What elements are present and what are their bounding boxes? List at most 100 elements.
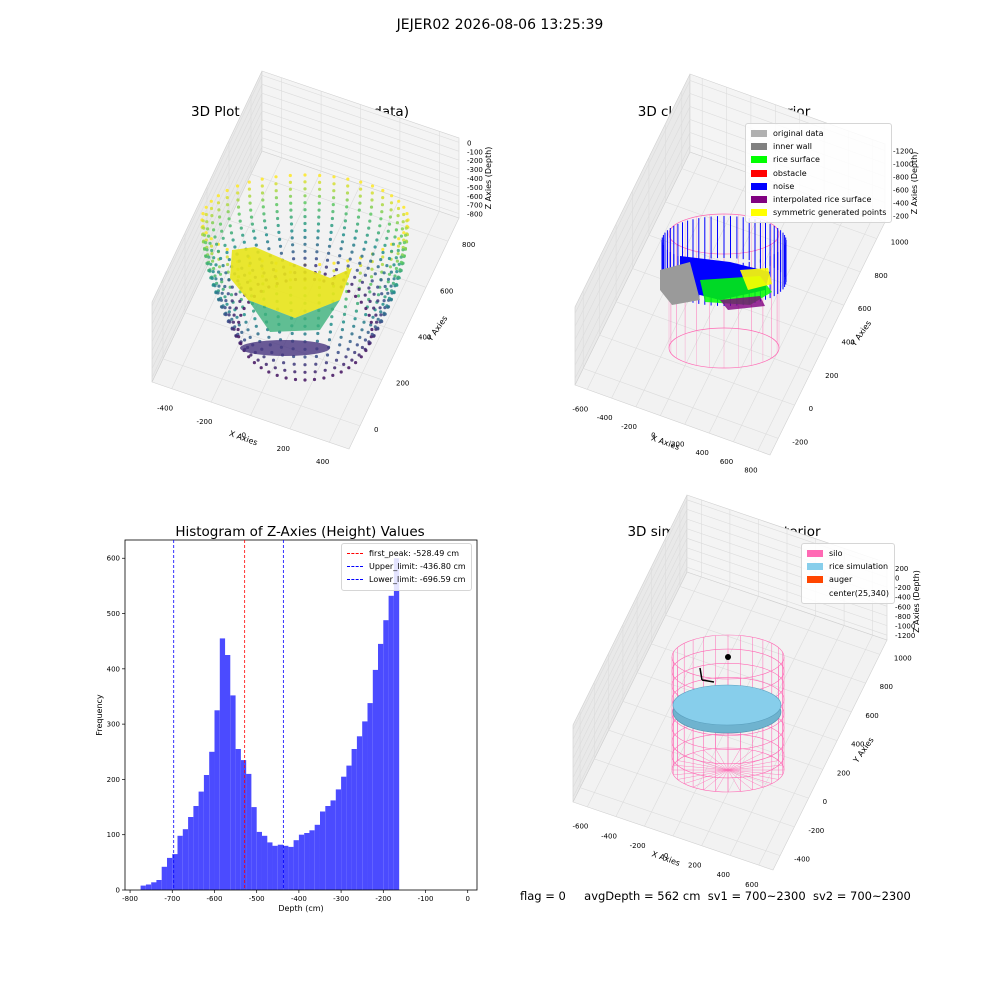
raw-point (227, 278, 231, 282)
raw-point (343, 219, 347, 223)
raw-point (318, 180, 322, 184)
histogram-bar (283, 845, 289, 890)
y-tick-label: 800 (874, 272, 887, 280)
x-tick-label: 0 (242, 431, 246, 439)
y-tick-label: 400 (418, 334, 431, 342)
silo-floor-spoke (727, 760, 779, 771)
raw-point (370, 332, 374, 336)
raw-point (303, 256, 307, 260)
raw-point (237, 335, 241, 339)
raw-point (379, 319, 383, 323)
raw-point (397, 262, 401, 266)
histogram-bar (140, 885, 146, 890)
raw-point (354, 361, 358, 365)
raw-point (225, 247, 229, 252)
histogram-bar (309, 830, 315, 890)
raw-point (387, 222, 392, 226)
raw-point (328, 237, 332, 241)
x-tick-label: -100 (418, 895, 434, 903)
histogram-bar (182, 829, 189, 890)
y-tick-label: 800 (880, 683, 893, 691)
raw-point (356, 222, 360, 226)
histogram-bar (214, 710, 220, 890)
raw-point (332, 189, 336, 193)
raw-point (238, 299, 242, 303)
raw-point (211, 259, 215, 263)
raw-point (338, 254, 342, 258)
raw-point (275, 203, 279, 207)
raw-point (314, 264, 318, 268)
raw-point (277, 230, 281, 234)
raw-point (217, 298, 221, 302)
y-tick-label: 300 (107, 721, 120, 729)
raw-point (339, 335, 343, 339)
raw-point (227, 313, 231, 317)
y-gridline (651, 566, 852, 713)
raw-point (369, 320, 373, 324)
raw-point (369, 205, 374, 209)
raw-point (237, 320, 241, 324)
raw-point (367, 313, 371, 317)
raw-point (282, 361, 286, 365)
raw-point (260, 191, 265, 195)
raw-point (362, 320, 366, 324)
raw-point (226, 262, 230, 267)
raw-point (203, 247, 207, 251)
raw-point (386, 291, 390, 295)
raw-point (303, 242, 307, 246)
y-tick-label: 600 (858, 305, 871, 313)
raw-point (289, 208, 293, 212)
raw-point (400, 227, 404, 231)
silo-floor-spoke (727, 756, 772, 771)
raw-point (276, 216, 280, 221)
silo-floor-spoke (727, 769, 783, 776)
raw-point (249, 215, 254, 219)
legend-entry-upper-limit: Upper_limit: -436.80 cm (347, 560, 466, 573)
raw-point (226, 203, 230, 207)
raw-point (214, 263, 218, 267)
raw-point (252, 361, 256, 365)
simulation-legend: silo rice simulation auger center(25,340… (801, 543, 895, 604)
raw-point (275, 210, 279, 214)
x-tick-label: -800 (122, 895, 138, 903)
x-tick-label: 400 (316, 458, 329, 466)
raw-point (225, 250, 229, 255)
raw-point (390, 289, 394, 293)
x-gridline (329, 131, 440, 443)
raw-point (366, 330, 370, 334)
x-gridline (171, 77, 283, 389)
x-tick-label: -400 (597, 414, 613, 422)
histogram-bar (277, 844, 284, 890)
raw-point (368, 299, 372, 303)
histogram-bar (172, 854, 178, 890)
histogram-bar (235, 749, 241, 890)
raw-point (303, 201, 307, 205)
raw-point (354, 294, 358, 298)
raw-point (316, 236, 320, 240)
z-tick-label: -400 (895, 594, 911, 602)
raw-point (261, 205, 265, 209)
raw-point (225, 188, 229, 193)
avg-depth-text: avgDepth = 562 cm (584, 889, 701, 903)
raw-point (240, 330, 244, 334)
raw-point (247, 180, 251, 184)
histogram-bar (267, 842, 273, 890)
raw-point (382, 311, 386, 315)
z-tick-label: -100 (467, 148, 483, 156)
raw-point (396, 275, 400, 279)
raw-point (381, 188, 385, 193)
raw-point (399, 260, 403, 264)
raw-point (379, 310, 383, 314)
silo-floor-spoke (684, 769, 729, 784)
legend-swatch (751, 169, 767, 177)
x-tick-label: -500 (249, 895, 265, 903)
raw-point (333, 366, 337, 370)
x-gridline (289, 117, 401, 430)
legend-swatch (751, 182, 767, 190)
x-tick-label: -400 (157, 405, 173, 413)
raw-point (370, 279, 374, 283)
raw-point (346, 347, 350, 351)
z-tick-label: -800 (895, 613, 911, 621)
raw-point (224, 313, 228, 317)
raw-point (223, 284, 227, 289)
